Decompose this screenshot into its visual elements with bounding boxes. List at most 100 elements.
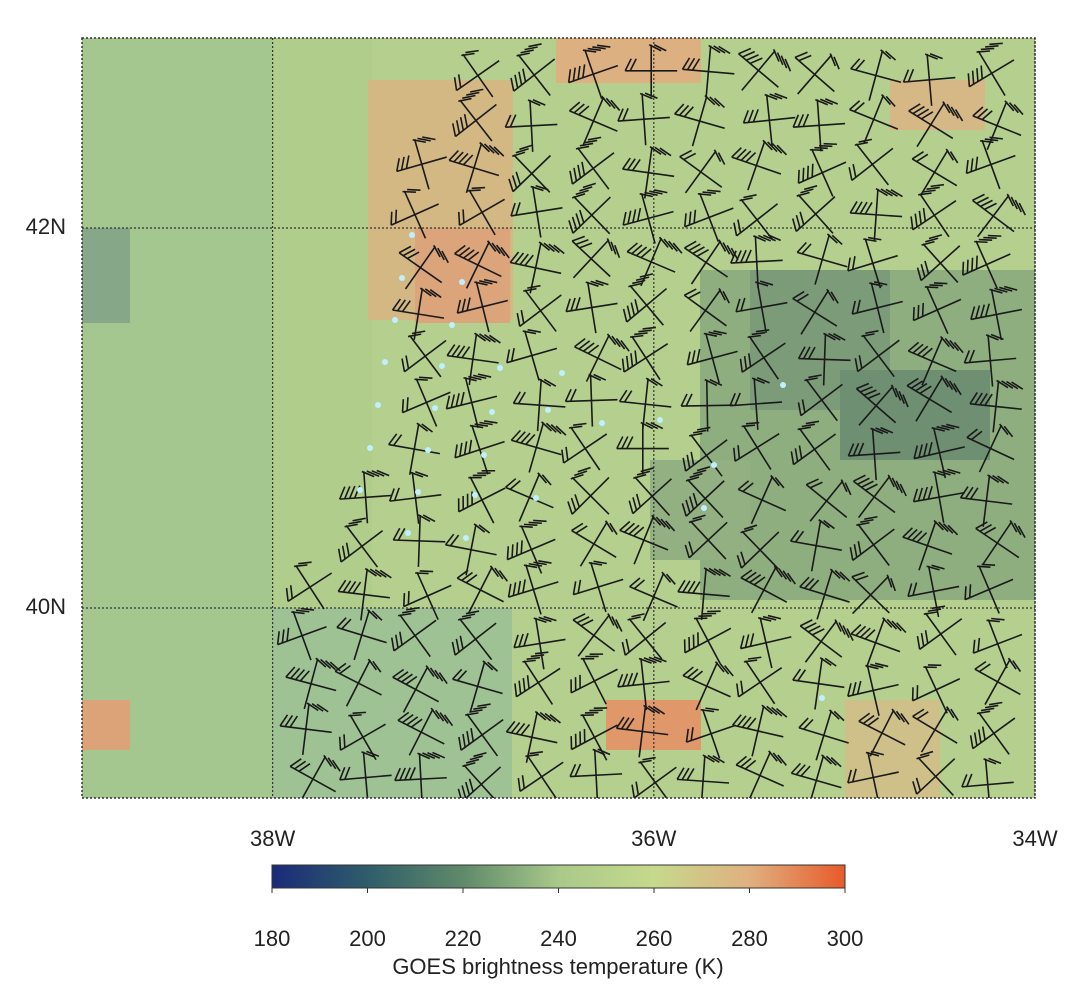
barb-feather	[702, 191, 716, 195]
barb-feather	[577, 466, 591, 473]
barb-staff	[747, 140, 766, 191]
barb-feather	[858, 712, 871, 722]
barb-feather	[500, 246, 510, 259]
wind-barb	[504, 98, 558, 152]
colorbar-tick-label: 280	[731, 926, 768, 951]
barb-feather	[978, 663, 991, 673]
barb-feather	[753, 576, 766, 586]
barb-feather	[842, 625, 850, 638]
barb-feather	[682, 666, 694, 677]
barb-feather	[953, 341, 964, 354]
barb-feather	[944, 377, 954, 391]
barb-feather	[538, 560, 552, 564]
barb-feather	[405, 355, 410, 369]
barb-feather	[712, 755, 725, 764]
wind-barb	[736, 524, 780, 570]
barb-feather	[573, 167, 578, 182]
barb-feather	[789, 529, 800, 542]
barb-feather	[461, 571, 473, 582]
barb-feather	[724, 665, 734, 677]
barb-feather	[473, 523, 486, 533]
barb-feather	[580, 657, 595, 660]
barb-feather	[528, 521, 543, 525]
station-dot	[405, 530, 411, 536]
barb-staff	[399, 614, 431, 658]
barb-feather	[295, 609, 310, 613]
barb-feather	[616, 436, 624, 449]
barb-feather	[418, 376, 433, 379]
barb-feather	[635, 276, 650, 281]
barb-staff	[582, 96, 605, 146]
barb-staff	[765, 94, 773, 147]
barb-feather	[417, 752, 431, 760]
barb-feather	[379, 569, 392, 579]
station-dot	[357, 487, 363, 493]
barb-feather	[823, 142, 837, 146]
barb-feather	[853, 474, 866, 482]
barb-feather	[916, 108, 930, 117]
barb-feather	[983, 758, 997, 765]
barb-staff	[984, 658, 1011, 705]
barb-feather	[394, 767, 401, 781]
barb-feather	[865, 751, 880, 757]
barb-feather	[887, 474, 895, 488]
wind-barb	[684, 514, 728, 560]
wind-barb	[911, 148, 959, 196]
barb-feather	[341, 545, 346, 560]
barb-feather	[456, 670, 468, 682]
barb-staff	[857, 475, 891, 519]
barb-feather	[834, 619, 842, 632]
x-tick-label: 38W	[250, 826, 295, 851]
barb-feather	[628, 282, 642, 288]
barb-feather	[821, 754, 833, 765]
barb-feather	[803, 622, 817, 630]
wind-barb	[392, 514, 446, 567]
barb-feather	[681, 57, 691, 70]
barb-feather	[415, 572, 429, 575]
barb-staff	[873, 188, 879, 241]
barb-feather	[676, 767, 685, 780]
barb-staff	[411, 472, 420, 524]
barb-feather	[991, 617, 1005, 621]
barb-feather	[555, 425, 567, 436]
barb-feather	[933, 282, 948, 285]
barb-feather	[918, 210, 922, 225]
barb-feather	[873, 281, 888, 286]
barb-staff	[814, 234, 831, 285]
barb-feather	[488, 334, 501, 344]
barb-feather	[524, 46, 538, 51]
wind-barb	[902, 52, 956, 106]
barb-staff	[927, 565, 940, 618]
wind-barb	[514, 651, 561, 705]
barb-feather	[891, 620, 902, 632]
barb-feather	[865, 664, 879, 670]
barb-staff	[634, 476, 671, 517]
barb-staff	[977, 711, 1010, 755]
barb-feather	[828, 709, 840, 720]
barb-feather	[514, 252, 525, 265]
barb-feather	[874, 662, 889, 668]
wind-barb	[970, 285, 1023, 341]
barb-feather	[541, 421, 553, 432]
barb-feather	[512, 582, 517, 596]
barb-feather	[852, 163, 857, 178]
barb-feather	[574, 677, 577, 691]
barb-feather	[401, 300, 411, 313]
barb-feather	[684, 544, 690, 559]
barb-feather	[970, 158, 974, 172]
barb-staff	[920, 707, 950, 753]
barb-feather	[660, 518, 671, 530]
barb-feather	[997, 475, 1010, 485]
barb-feather	[579, 731, 582, 745]
barb-feather	[520, 432, 531, 444]
wind-barb	[615, 704, 669, 758]
barb-feather	[402, 190, 416, 194]
barb-feather	[911, 530, 923, 541]
barb-feather	[735, 148, 747, 160]
wind-barb	[739, 329, 786, 380]
barb-feather	[456, 345, 466, 358]
wind-barb	[851, 571, 897, 615]
barb-feather	[852, 442, 860, 456]
barb-feather	[854, 358, 859, 372]
barb-feather	[522, 68, 527, 82]
